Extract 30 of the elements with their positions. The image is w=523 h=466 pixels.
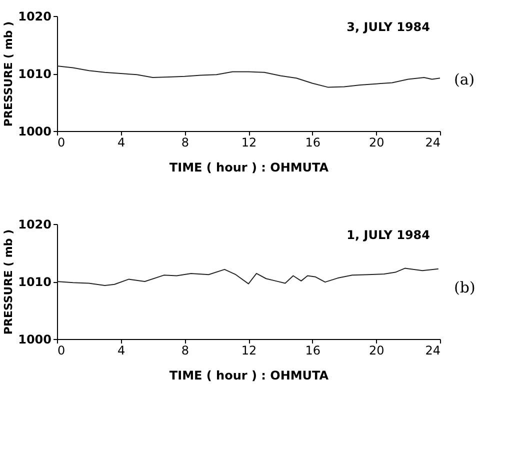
x-tick-label: 8 <box>181 344 189 358</box>
x-tick-label: 20 <box>369 136 384 150</box>
y-tick-label: 1010 <box>18 275 52 289</box>
line-series <box>56 66 440 88</box>
text: (a) <box>454 70 475 88</box>
x-tick-label: 20 <box>369 344 384 358</box>
x-axis-title: TIME ( hour ) : OHMUTA <box>169 160 330 174</box>
chart-title: 1, JULY 1984 <box>346 228 430 242</box>
x-tick-label: 0 <box>58 136 66 150</box>
x-tick-label: 4 <box>118 344 126 358</box>
y-tick-label: 1020 <box>18 10 52 24</box>
x-tick-label: 8 <box>181 136 189 150</box>
x-axis-title: TIME ( hour ) : OHMUTA <box>169 368 330 382</box>
y-axis-title: PRESSURE ( mb ) <box>2 229 16 335</box>
y-tick-label: 1000 <box>18 124 52 138</box>
y-tick-label: 1020 <box>18 218 52 232</box>
x-tick-label: 24 <box>425 344 440 358</box>
y-tick-label: 1000 <box>18 332 52 346</box>
x-tick-label: 16 <box>305 344 320 358</box>
x-tick-label: 0 <box>58 344 66 358</box>
x-tick-label: 12 <box>241 344 257 358</box>
x-tick-label: 24 <box>425 136 440 150</box>
x-tick-label: 12 <box>241 136 257 150</box>
chart-title: 3, JULY 1984 <box>346 20 430 34</box>
y-axis-title: PRESSURE ( mb ) <box>2 21 16 127</box>
text: (b) <box>454 278 476 296</box>
y-tick-label: 1010 <box>18 67 52 81</box>
x-tick-label: 4 <box>118 136 126 150</box>
line-series <box>56 268 439 286</box>
x-tick-label: 16 <box>305 136 320 150</box>
